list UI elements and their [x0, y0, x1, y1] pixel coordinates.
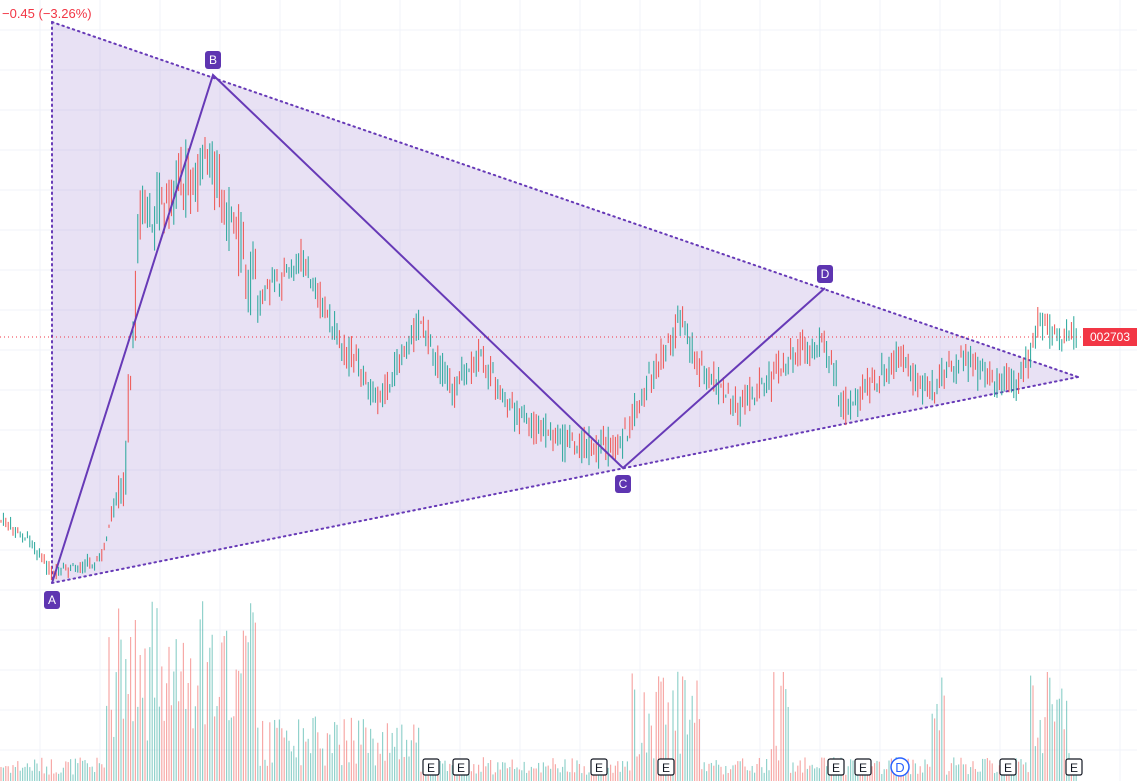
earnings-marker-label: E — [457, 761, 465, 775]
earnings-marker — [422, 758, 440, 776]
point-label-box — [817, 265, 833, 283]
price-change-label: −0.45 (−3.26%) — [2, 6, 92, 21]
earnings-marker-label: E — [1070, 761, 1078, 775]
point-label-box — [615, 475, 631, 493]
volume-bars — [0, 601, 1077, 781]
earnings-marker — [999, 758, 1017, 776]
earnings-marker-label: E — [427, 761, 435, 775]
abcd-pattern-line[interactable] — [51, 73, 826, 584]
dividend-marker — [890, 757, 910, 777]
earnings-marker — [657, 758, 675, 776]
point-label-d: D — [821, 267, 830, 281]
point-label-c: C — [619, 477, 628, 491]
dividend-marker-label: D — [895, 760, 904, 775]
last-price-badge: 002703 — [1083, 328, 1137, 346]
earnings-marker-label: E — [832, 761, 840, 775]
earnings-marker — [452, 758, 470, 776]
candlestick-series — [0, 137, 1077, 581]
triangle-pattern-edges — [51, 21, 1079, 584]
earnings-marker-label: E — [595, 761, 603, 775]
earnings-marker — [590, 758, 608, 776]
earnings-marker-label: E — [859, 761, 867, 775]
point-label-box — [205, 51, 221, 69]
point-label-box — [44, 591, 60, 609]
triangle-pattern-fill — [52, 22, 1078, 583]
triangle-edge — [51, 376, 1079, 584]
earnings-marker-label: E — [662, 761, 670, 775]
earnings-marker — [827, 758, 845, 776]
triangle-edge — [51, 21, 1079, 378]
earnings-marker — [854, 758, 872, 776]
point-label-a: A — [48, 593, 56, 607]
earnings-marker-label: E — [1004, 761, 1012, 775]
earnings-marker — [1065, 758, 1083, 776]
pattern-point-labels: A B C D — [44, 51, 833, 609]
point-label-b: B — [209, 53, 217, 67]
